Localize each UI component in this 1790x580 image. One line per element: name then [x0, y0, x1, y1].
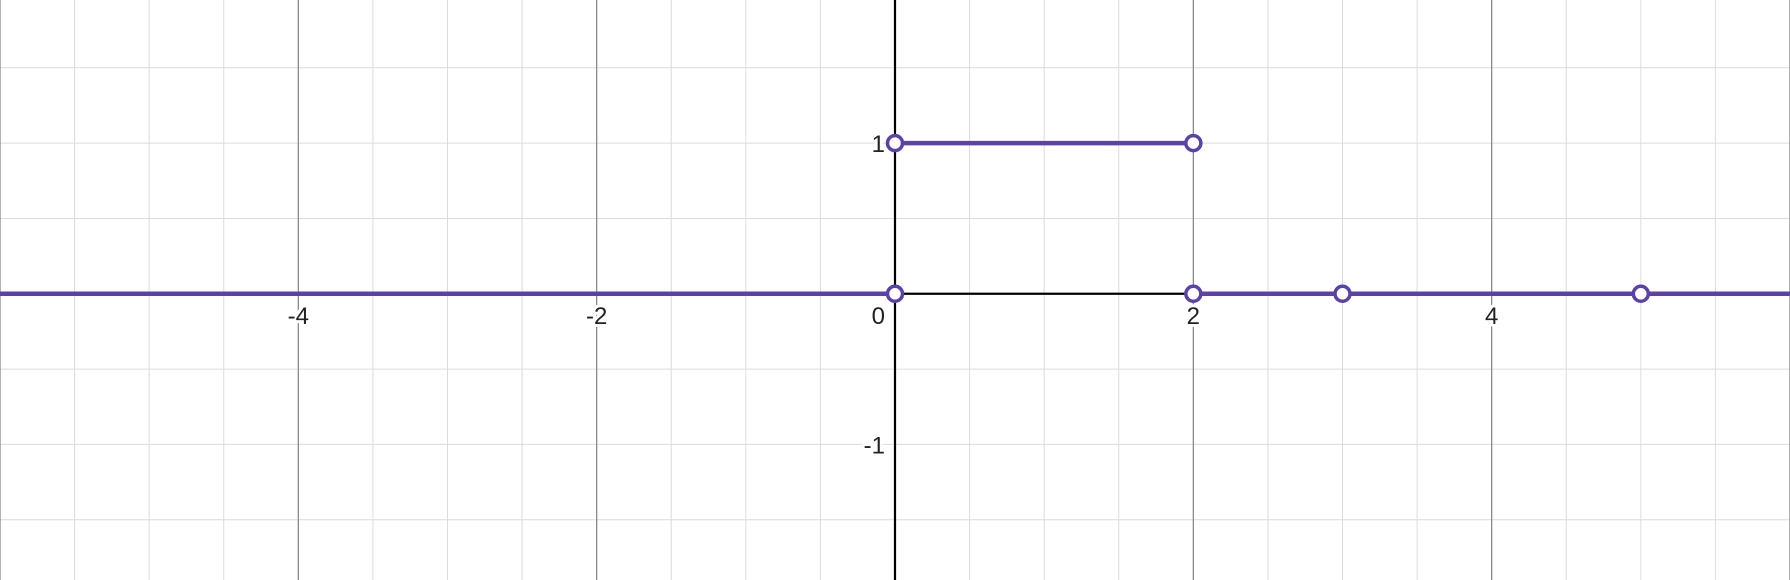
open-point — [1184, 133, 1203, 153]
x-tick-label-halo: -4 — [288, 303, 309, 330]
open-point — [1333, 284, 1352, 304]
x-tick-label: -2 — [586, 303, 607, 330]
x-tick-label: 4 — [1485, 303, 1498, 330]
open-points-layer — [885, 133, 1651, 304]
y-tick-label: -1 — [864, 432, 885, 459]
y-tick-label: 1 — [872, 131, 885, 158]
y-tick-label-halo: 1 — [872, 131, 885, 158]
x-tick-label-halo: -2 — [586, 303, 607, 330]
open-point — [1631, 284, 1651, 304]
series-layer — [0, 140, 1790, 297]
open-point — [1184, 284, 1203, 304]
open-point — [885, 284, 905, 304]
x-tick-label: -4 — [288, 303, 309, 330]
x-tick-label-halo: 2 — [1187, 303, 1200, 330]
x-tick-label: 0 — [872, 303, 885, 330]
x-tick-label-halo: 0 — [872, 303, 885, 330]
x-tick-label-halo: 4 — [1485, 303, 1498, 330]
x-tick-label: 2 — [1187, 303, 1200, 330]
open-point — [885, 133, 905, 153]
y-tick-label-halo: -1 — [864, 432, 885, 459]
